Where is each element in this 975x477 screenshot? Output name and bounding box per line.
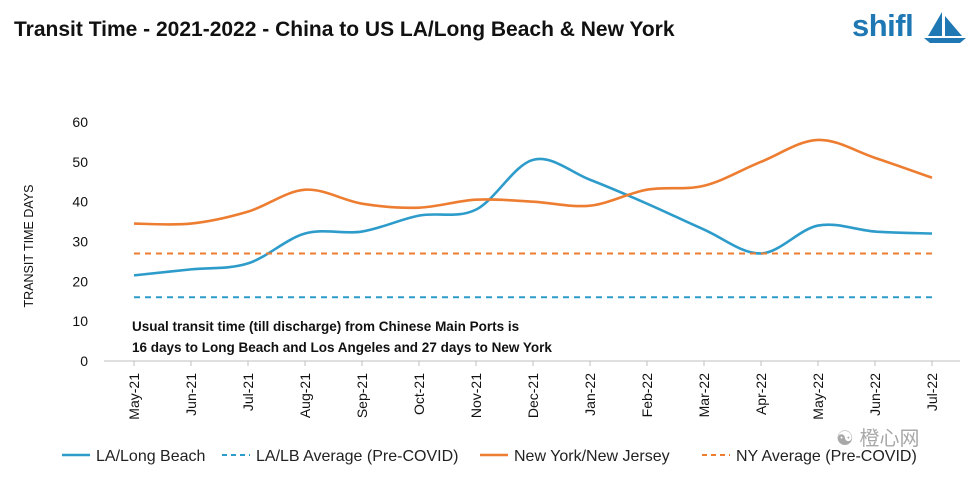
x-tick-label: Mar-22 [696,373,712,418]
watermark: ☯ 橙心网 [836,422,920,451]
sailboat-icon [924,12,966,43]
legend-label: New York/New Jersey [514,448,670,465]
annotation-line: Usual transit time (till discharge) from… [132,319,519,334]
x-tick-label: Jan-22 [582,373,598,416]
series-line-la-long-beach [133,157,933,277]
y-tick-label: 20 [72,273,88,289]
shifl-logo: shifl [852,6,970,48]
x-tick-label: Dec-21 [525,373,541,418]
y-tick-label: 60 [72,114,88,130]
series-line-new-york-new-jersey [133,138,933,226]
y-tick-label: 50 [72,154,88,170]
logo-text: shifl [852,8,914,43]
x-tick-label: Jul-21 [240,373,256,411]
x-tick-label: Sep-21 [354,373,370,418]
wechat-icon: ☯ [836,428,854,450]
legend-label: NY Average (Pre-COVID) [736,448,917,465]
x-tick-label: Jul-22 [924,373,940,411]
annotation-line: 16 days to Long Beach and Los Angeles an… [132,340,552,355]
x-tick-label: Oct-21 [411,373,427,415]
x-tick-label: May-21 [126,373,142,420]
x-tick-label: Jun-21 [183,373,199,416]
watermark-text: 橙心网 [859,428,920,450]
x-tick-label: Apr-22 [753,373,769,415]
y-axis-title: TRANSIT TIME DAYS [22,185,36,308]
x-tick-label: Jun-22 [867,373,883,416]
x-tick-label: Feb-22 [639,373,655,418]
legend-label: LA/LB Average (Pre-COVID) [256,448,458,465]
chart-title: Transit Time - 2021-2022 - China to US L… [14,18,675,41]
y-tick-label: 40 [72,194,88,210]
y-tick-label: 0 [80,353,88,369]
x-tick-label: Nov-21 [468,373,484,418]
y-tick-label: 30 [72,234,88,250]
legend-label: LA/Long Beach [96,448,205,465]
x-tick-label: May-22 [810,373,826,420]
x-tick-label: Aug-21 [297,373,313,418]
y-tick-label: 10 [72,313,88,329]
